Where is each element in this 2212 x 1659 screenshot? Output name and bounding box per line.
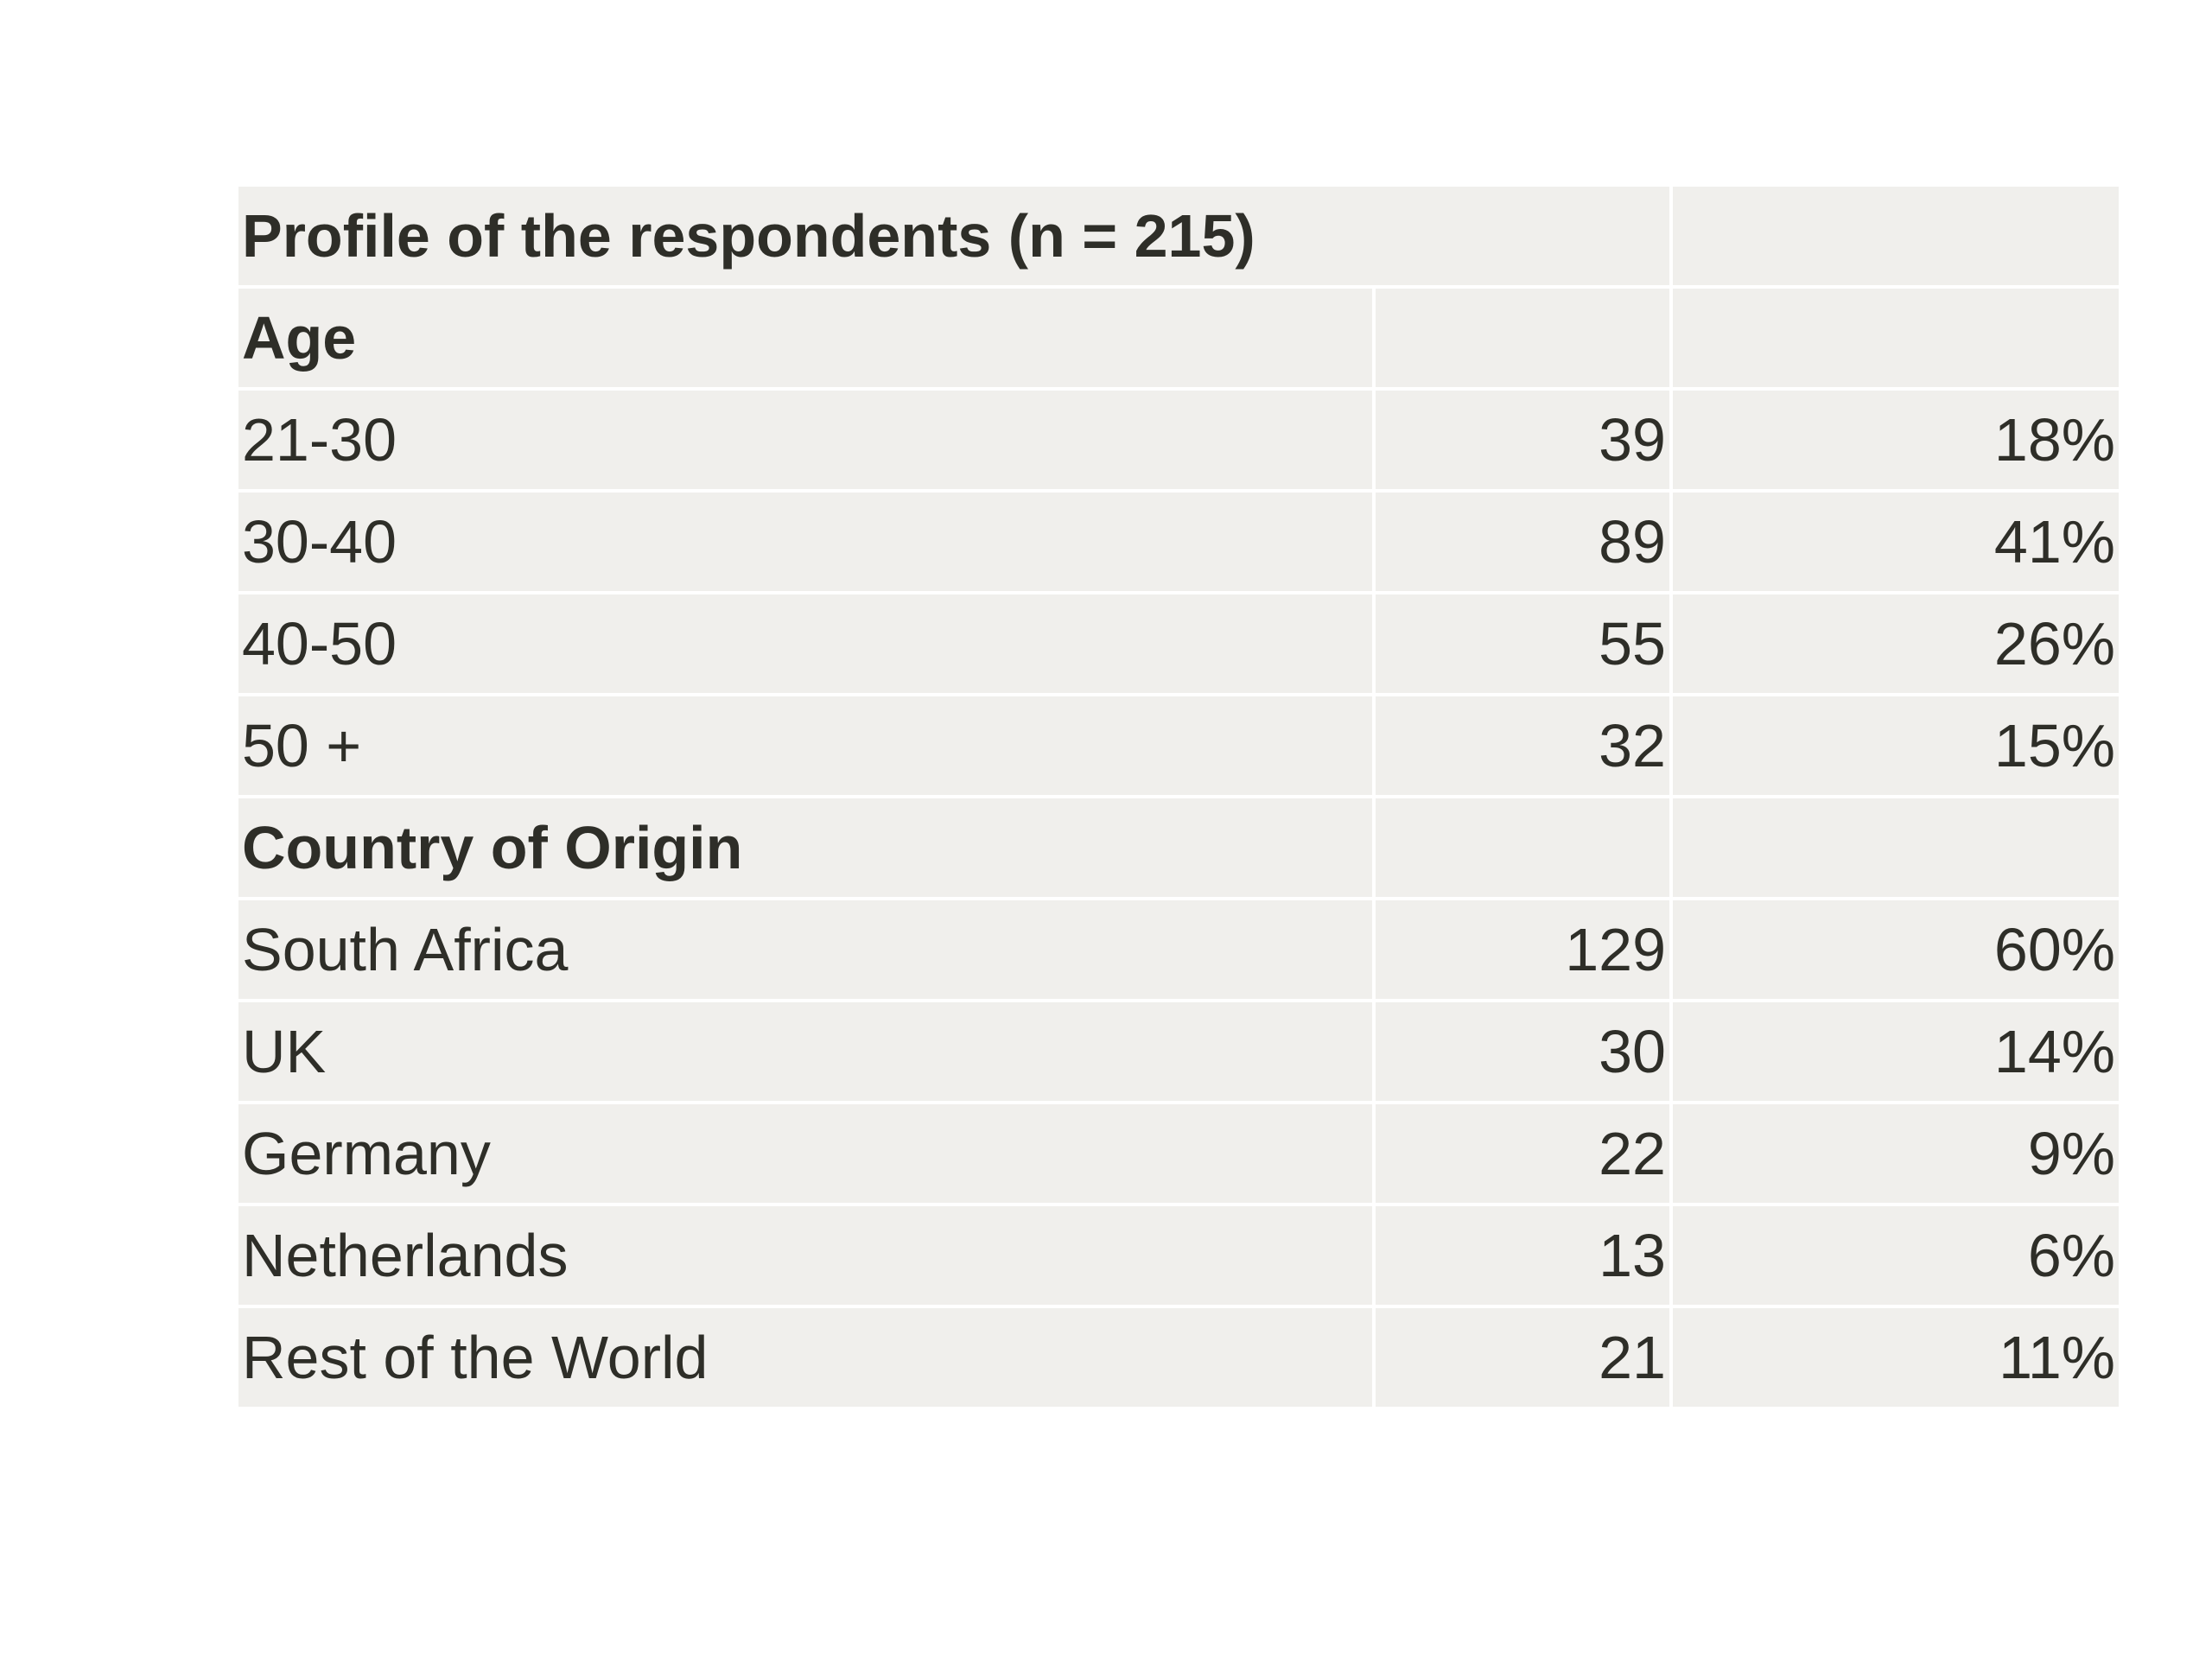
row-count: 13 xyxy=(1376,1206,1669,1305)
row-count: 39 xyxy=(1376,391,1669,489)
respondent-profile-table: Profile of the respondents (n = 215) Age… xyxy=(235,183,2122,1410)
row-label: Netherlands xyxy=(238,1206,1372,1305)
table-row: South Africa 129 60% xyxy=(238,900,2119,999)
section-heading-age: Age xyxy=(238,289,1372,387)
row-percent: 41% xyxy=(1673,493,2119,591)
row-label: Rest of the World xyxy=(238,1308,1372,1407)
section-header-row: Country of Origin xyxy=(238,798,2119,897)
row-percent: 18% xyxy=(1673,391,2119,489)
table-row: 21-30 39 18% xyxy=(238,391,2119,489)
table-row: UK 30 14% xyxy=(238,1002,2119,1101)
row-count: 55 xyxy=(1376,594,1669,693)
row-percent: 15% xyxy=(1673,696,2119,795)
empty-cell xyxy=(1376,289,1669,387)
row-count: 129 xyxy=(1376,900,1669,999)
row-label: UK xyxy=(238,1002,1372,1101)
table-row: Rest of the World 21 11% xyxy=(238,1308,2119,1407)
table-row: 40-50 55 26% xyxy=(238,594,2119,693)
empty-cell xyxy=(1673,798,2119,897)
row-label: 30-40 xyxy=(238,493,1372,591)
title-row: Profile of the respondents (n = 215) xyxy=(238,187,2119,285)
row-percent: 26% xyxy=(1673,594,2119,693)
row-percent: 14% xyxy=(1673,1002,2119,1101)
table-row: Germany 22 9% xyxy=(238,1104,2119,1203)
row-percent: 6% xyxy=(1673,1206,2119,1305)
row-label: 21-30 xyxy=(238,391,1372,489)
section-heading-country: Country of Origin xyxy=(238,798,1372,897)
row-label: Germany xyxy=(238,1104,1372,1203)
row-percent: 60% xyxy=(1673,900,2119,999)
row-count: 21 xyxy=(1376,1308,1669,1407)
row-count: 30 xyxy=(1376,1002,1669,1101)
row-count: 22 xyxy=(1376,1104,1669,1203)
row-count: 89 xyxy=(1376,493,1669,591)
row-label: 50 + xyxy=(238,696,1372,795)
empty-cell xyxy=(1376,798,1669,897)
table-title: Profile of the respondents (n = 215) xyxy=(238,187,1669,285)
section-header-row: Age xyxy=(238,289,2119,387)
row-count: 32 xyxy=(1376,696,1669,795)
row-percent: 9% xyxy=(1673,1104,2119,1203)
row-label: South Africa xyxy=(238,900,1372,999)
row-percent: 11% xyxy=(1673,1308,2119,1407)
table-row: 30-40 89 41% xyxy=(238,493,2119,591)
table-row: 50 + 32 15% xyxy=(238,696,2119,795)
empty-cell xyxy=(1673,289,2119,387)
table-row: Netherlands 13 6% xyxy=(238,1206,2119,1305)
empty-cell xyxy=(1673,187,2119,285)
row-label: 40-50 xyxy=(238,594,1372,693)
